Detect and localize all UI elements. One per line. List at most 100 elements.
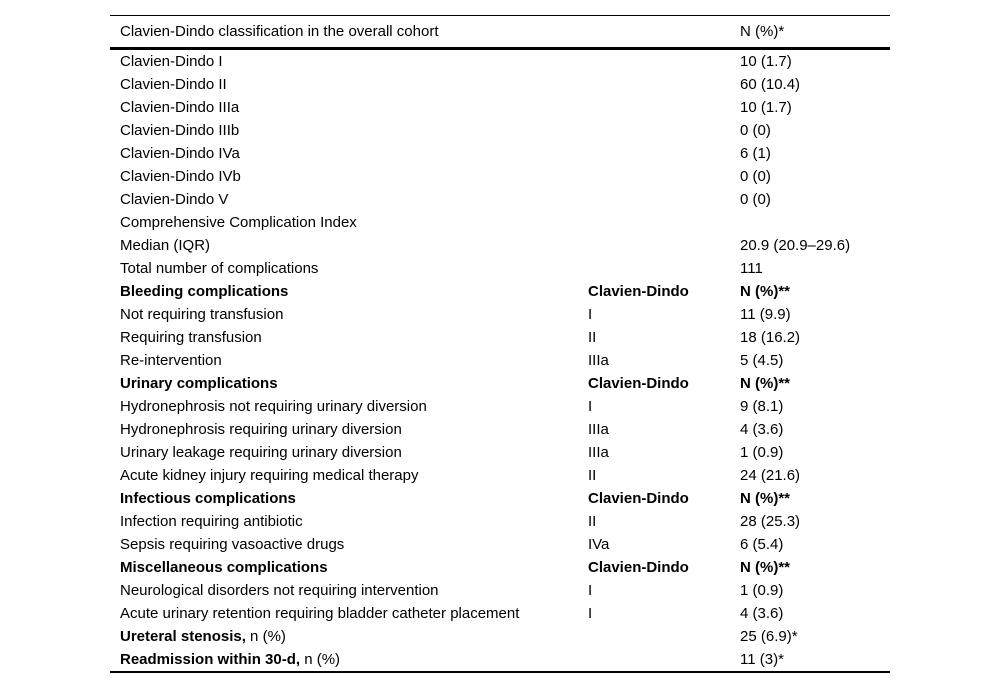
table-row: Readmission within 30-d, n (%) 11 (3)* xyxy=(110,648,890,672)
row-label-text: Clavien-Dindo IVb xyxy=(120,168,241,185)
row-label-suffix: n (%) xyxy=(245,628,286,645)
row-label: Clavien-Dindo I xyxy=(110,49,588,74)
row-grade: II xyxy=(588,513,597,530)
row-grade: IIIa xyxy=(588,421,609,438)
row-label-text: Acute kidney injury requiring medical th… xyxy=(120,467,419,484)
row-label-text: Hydronephrosis requiring urinary diversi… xyxy=(120,421,402,438)
row-grade xyxy=(588,648,740,672)
table-row: Sepsis requiring vasoactive drugs IVa 6 … xyxy=(110,533,890,556)
row-value xyxy=(740,211,890,234)
row-value: 1 (0.9) xyxy=(740,582,784,599)
row-label-text: Bleeding complications xyxy=(120,283,289,300)
row-grade xyxy=(588,211,740,234)
table-row: Requiring transfusion II 18 (16.2) xyxy=(110,326,890,349)
row-label-text: Urinary complications xyxy=(120,375,278,392)
table-row: Miscellaneous complications Clavien-Dind… xyxy=(110,556,890,579)
table-row: Infection requiring antibiotic II 28 (25… xyxy=(110,510,890,533)
row-grade xyxy=(588,96,740,119)
row-label: Clavien-Dindo IVa xyxy=(110,142,588,165)
row-label-text: Readmission within 30-d, xyxy=(120,651,301,668)
row-value: 11 (9.9) xyxy=(740,306,791,323)
row-label-suffix: n (%) xyxy=(300,651,341,668)
table-row: Hydronephrosis requiring urinary diversi… xyxy=(110,418,890,441)
row-label: Infectious complications xyxy=(110,487,588,510)
table-row: Acute kidney injury requiring medical th… xyxy=(110,464,890,487)
row-grade xyxy=(588,234,740,257)
row-value: 0 (0) xyxy=(740,122,771,139)
table-row: Clavien-Dindo IVa 6 (1) xyxy=(110,142,890,165)
row-grade: I xyxy=(588,398,593,415)
table-row: Acute urinary retention requiring bladde… xyxy=(110,602,890,625)
row-grade: I xyxy=(588,306,593,323)
row-value: 10 (1.7) xyxy=(740,99,792,116)
row-label: Urinary leakage requiring urinary divers… xyxy=(110,441,588,464)
row-label: Infection requiring antibiotic xyxy=(110,510,588,533)
row-value: 11 (3)* xyxy=(740,651,784,668)
table-row: Ureteral stenosis, n (%) 25 (6.9)* xyxy=(110,625,890,648)
row-grade: IIIa xyxy=(588,444,609,461)
row-label: Re-intervention xyxy=(110,349,588,372)
row-value: N (%)** xyxy=(740,559,791,576)
row-label-text: Urinary leakage requiring urinary divers… xyxy=(120,444,402,461)
table-row: Neurological disorders not requiring int… xyxy=(110,579,890,602)
row-value: 6 (1) xyxy=(740,145,771,162)
row-value: 20.9 (20.9–29.6) xyxy=(740,237,851,254)
table-row: Hydronephrosis not requiring urinary div… xyxy=(110,395,890,418)
row-label: Hydronephrosis not requiring urinary div… xyxy=(110,395,588,418)
table-row: Median (IQR) 20.9 (20.9–29.6) xyxy=(110,234,890,257)
row-value: 28 (25.3) xyxy=(740,513,801,530)
row-label: Acute kidney injury requiring medical th… xyxy=(110,464,588,487)
row-label: Sepsis requiring vasoactive drugs xyxy=(110,533,588,556)
row-grade: Clavien-Dindo xyxy=(588,490,689,507)
row-grade: IVa xyxy=(588,536,610,553)
row-label: Clavien-Dindo IIIb xyxy=(110,119,588,142)
row-label-text: Clavien-Dindo IIIa xyxy=(120,99,240,116)
row-label: Miscellaneous complications xyxy=(110,556,588,579)
row-label-text: Re-intervention xyxy=(120,352,222,369)
table-row: Urinary complications Clavien-Dindo N (%… xyxy=(110,372,890,395)
row-label: Urinary complications xyxy=(110,372,588,395)
row-value: 4 (3.6) xyxy=(740,421,784,438)
row-label-text: Total number of complications xyxy=(120,260,319,277)
table-row: Clavien-Dindo IVb 0 (0) xyxy=(110,165,890,188)
row-label: Median (IQR) xyxy=(110,234,588,257)
row-value: 25 (6.9)* xyxy=(740,628,798,645)
table-body: Clavien-Dindo I 10 (1.7) Clavien-Dindo I… xyxy=(110,49,890,673)
row-label: Clavien-Dindo IIIa xyxy=(110,96,588,119)
row-label-text: Clavien-Dindo II xyxy=(120,76,227,93)
row-value: N (%)** xyxy=(740,375,791,392)
table-header-grade xyxy=(588,16,740,49)
row-label: Neurological disorders not requiring int… xyxy=(110,579,588,602)
row-value: 60 (10.4) xyxy=(740,76,801,93)
table-row: Clavien-Dindo IIIb 0 (0) xyxy=(110,119,890,142)
row-grade xyxy=(588,73,740,96)
table-row: Not requiring transfusion I 11 (9.9) xyxy=(110,303,890,326)
row-label: Clavien-Dindo V xyxy=(110,188,588,211)
row-label: Hydronephrosis requiring urinary diversi… xyxy=(110,418,588,441)
row-label: Readmission within 30-d, n (%) xyxy=(110,648,588,672)
row-label: Comprehensive Complication Index xyxy=(110,211,588,234)
row-grade xyxy=(588,49,740,74)
row-label: Clavien-Dindo IVb xyxy=(110,165,588,188)
row-grade: Clavien-Dindo xyxy=(588,283,689,300)
row-label-text: Comprehensive Complication Index xyxy=(120,214,357,231)
row-value: 24 (21.6) xyxy=(740,467,801,484)
row-value: N (%)** xyxy=(740,283,791,300)
table-row: Clavien-Dindo II 60 (10.4) xyxy=(110,73,890,96)
table-row: Bleeding complications Clavien-Dindo N (… xyxy=(110,280,890,303)
row-label-text: Median (IQR) xyxy=(120,237,211,254)
row-label-text: Clavien-Dindo IIIb xyxy=(120,122,240,139)
table-row: Clavien-Dindo IIIa 10 (1.7) xyxy=(110,96,890,119)
row-label: Acute urinary retention requiring bladde… xyxy=(110,602,588,625)
table-row: Clavien-Dindo V 0 (0) xyxy=(110,188,890,211)
row-grade xyxy=(588,625,740,648)
table-header-row: Clavien-Dindo classification in the over… xyxy=(110,15,890,49)
row-value: 111 xyxy=(740,260,763,277)
row-value: 18 (16.2) xyxy=(740,329,801,346)
row-label: Total number of complications xyxy=(110,257,588,280)
row-label-text: Ureteral stenosis, xyxy=(120,628,246,645)
row-label-text: Clavien-Dindo I xyxy=(120,53,223,70)
row-grade: Clavien-Dindo xyxy=(588,559,689,576)
row-label-text: Hydronephrosis not requiring urinary div… xyxy=(120,398,427,415)
